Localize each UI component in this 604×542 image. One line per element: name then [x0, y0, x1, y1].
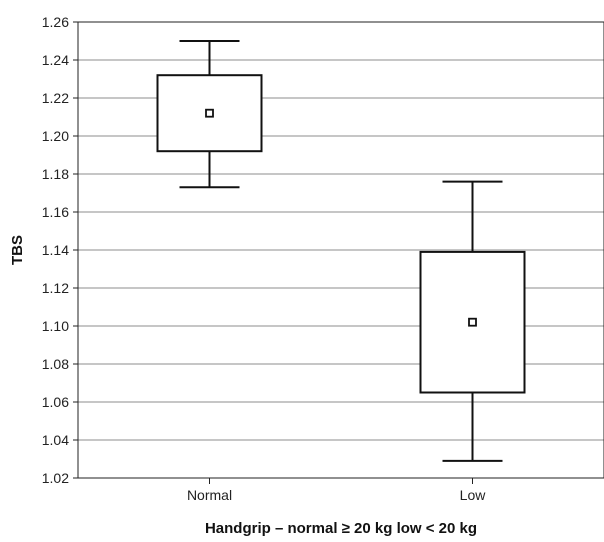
mean-marker: [468, 317, 477, 327]
y-tick-label: 1.14: [42, 242, 69, 258]
y-tick-label: 1.22: [42, 90, 69, 106]
y-tick-label: 1.26: [42, 14, 69, 30]
y-tick-label: 1.12: [42, 280, 69, 296]
plot-frame: [77, 21, 604, 479]
y-axis-title: TBS: [9, 235, 26, 265]
x-tick-label: Normal: [187, 487, 232, 503]
y-axis-ticks: 1.02 1.04 1.06 1.08 1.10 1.12 1.14 1.16 1.18 1.20…: [42, 14, 78, 486]
y-tick-label: 1.18: [42, 166, 69, 182]
box-normal: [156, 40, 263, 189]
y-tick-label: 1.24: [42, 52, 69, 68]
box-low: [419, 180, 526, 462]
mean-marker: [205, 108, 214, 118]
x-axis-title: Handgrip – normal ≥ 20 kg low < 20 kg: [205, 520, 477, 537]
y-tick-label: 1.08: [42, 356, 69, 372]
x-axis-ticks: Normal Low: [187, 478, 486, 503]
y-tick-label: 1.10: [42, 318, 69, 334]
y-tick-label: 1.16: [42, 204, 69, 220]
y-tick-label: 1.04: [42, 432, 69, 448]
gridlines: [78, 59, 604, 441]
y-tick-label: 1.06: [42, 394, 69, 410]
y-tick-label: 1.20: [42, 128, 69, 144]
boxes: [156, 40, 526, 462]
y-tick-label: 1.02: [42, 470, 69, 486]
x-tick-label: Low: [460, 487, 487, 503]
